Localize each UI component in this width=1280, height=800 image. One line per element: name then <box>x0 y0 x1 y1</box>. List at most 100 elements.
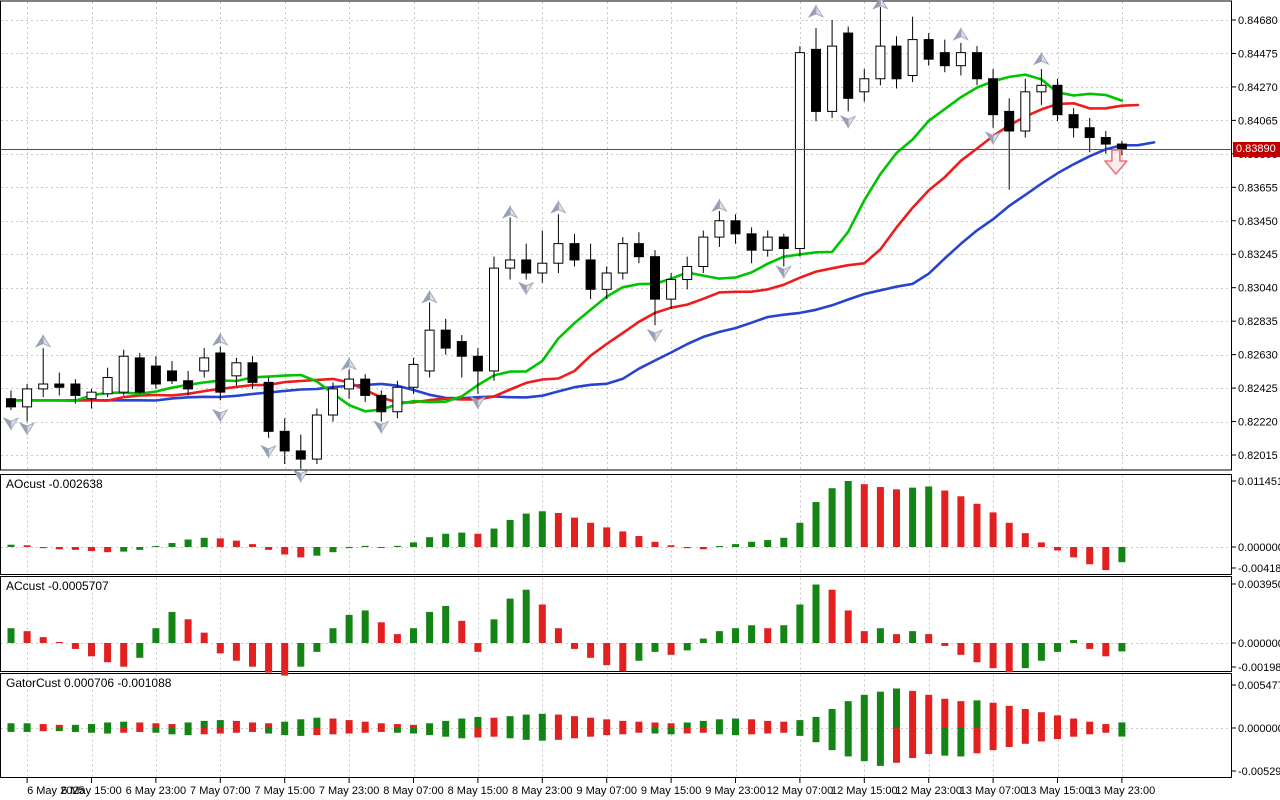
histogram-bar <box>1021 643 1029 669</box>
histogram-bar <box>1037 712 1045 728</box>
fractal-left-face <box>212 408 221 423</box>
candle-body <box>521 259 532 274</box>
gator-lower-histogram <box>7 728 1126 766</box>
histogram-bar <box>393 634 401 643</box>
fractal-right-face <box>219 332 229 346</box>
candle-body <box>907 39 918 76</box>
fractal-left-face <box>292 469 302 484</box>
histogram-bar <box>812 716 820 728</box>
histogram-bar <box>297 547 305 558</box>
histogram-bar <box>587 717 595 728</box>
histogram-bar <box>442 728 450 737</box>
histogram-bar <box>184 539 192 547</box>
histogram-bar <box>699 720 707 728</box>
candle-body <box>231 362 242 377</box>
histogram-bar <box>458 728 466 739</box>
candle <box>440 318 451 355</box>
histogram-bar <box>780 721 788 728</box>
histogram-bar <box>989 702 997 728</box>
fractal-down-icon <box>517 281 535 296</box>
histogram-bar <box>619 531 627 547</box>
histogram-bar <box>458 532 466 547</box>
time-tick-label: 8 May 15:00 <box>448 785 509 797</box>
candle <box>859 68 870 102</box>
histogram-bar <box>828 709 836 728</box>
candle <box>199 348 210 378</box>
histogram-bar <box>329 718 337 728</box>
indicator-tick-label: 0.011451 <box>1238 476 1280 488</box>
histogram-bar <box>184 619 192 643</box>
histogram-bar <box>764 720 772 728</box>
histogram-bar <box>844 610 852 643</box>
alligator-lips-line <box>9 73 1124 413</box>
histogram-bar <box>1054 728 1061 740</box>
histogram-bar <box>1102 643 1110 657</box>
histogram-bar <box>522 728 530 740</box>
histogram-bar <box>603 719 611 728</box>
price-tick-label: 0.82425 <box>1238 383 1278 395</box>
fractal-right-face <box>960 27 969 41</box>
candle-body <box>167 370 177 382</box>
price-tick-label: 0.83040 <box>1238 283 1278 295</box>
histogram-bar <box>265 723 273 728</box>
histogram-bar <box>265 643 273 673</box>
histogram-bar <box>957 728 965 757</box>
histogram-bar <box>168 611 176 643</box>
fractals-layer <box>2 0 1050 484</box>
histogram-bar <box>748 728 756 735</box>
time-tick-label: 8 May 07:00 <box>383 785 444 797</box>
histogram-bar <box>506 598 514 643</box>
histogram-bar <box>216 728 224 734</box>
histogram-bar <box>136 643 144 658</box>
histogram-bar <box>619 643 627 672</box>
histogram-bar <box>844 480 852 547</box>
panel-borders <box>0 0 1232 778</box>
histogram-bar <box>7 728 15 732</box>
histogram-bar <box>506 728 514 739</box>
candle <box>1068 108 1079 138</box>
histogram-bar <box>313 717 321 728</box>
histogram-bar <box>490 528 498 547</box>
candle <box>376 390 387 422</box>
histogram-bar <box>55 547 63 550</box>
price-axis[interactable]: 0.846800.844750.842700.840650.838600.836… <box>1232 15 1280 778</box>
histogram-bar <box>1021 728 1029 744</box>
histogram-bar <box>410 724 417 728</box>
candle <box>54 372 65 396</box>
ao-indicator-title: AOcust -0.002638 <box>6 477 103 491</box>
fractal-left-face <box>952 26 962 41</box>
candle-body <box>730 220 741 235</box>
fractal-left-face <box>1033 51 1042 66</box>
price-tick-label: 0.84680 <box>1238 15 1278 27</box>
histogram-bar <box>941 490 949 547</box>
candle <box>1036 68 1047 105</box>
fractal-right-face <box>300 469 309 483</box>
candle <box>698 230 709 274</box>
fractal-up-icon <box>872 0 889 10</box>
histogram-bar <box>715 631 723 643</box>
candle-body <box>1100 137 1111 145</box>
histogram-bar <box>699 547 707 550</box>
histogram-bar <box>1070 728 1078 737</box>
indicator-tick-label: 0.0039504 <box>1238 579 1280 591</box>
histogram-bar <box>216 720 224 728</box>
candle <box>279 418 290 464</box>
histogram-bar <box>458 718 466 728</box>
histogram-bar <box>1118 722 1126 728</box>
fractal-right-face <box>525 281 535 296</box>
fractal-right-face <box>847 115 857 129</box>
candle <box>521 243 532 280</box>
candle <box>134 352 145 394</box>
histogram-bar <box>522 589 530 643</box>
gator-panel-border <box>0 673 1232 778</box>
candle <box>617 237 628 280</box>
histogram-bar <box>313 643 321 652</box>
histogram-bar <box>216 643 224 654</box>
histogram-bar <box>1037 728 1045 742</box>
histogram-bar <box>603 643 611 666</box>
histogram-bar <box>249 544 256 547</box>
candle <box>263 377 274 438</box>
histogram-bar <box>941 728 949 756</box>
